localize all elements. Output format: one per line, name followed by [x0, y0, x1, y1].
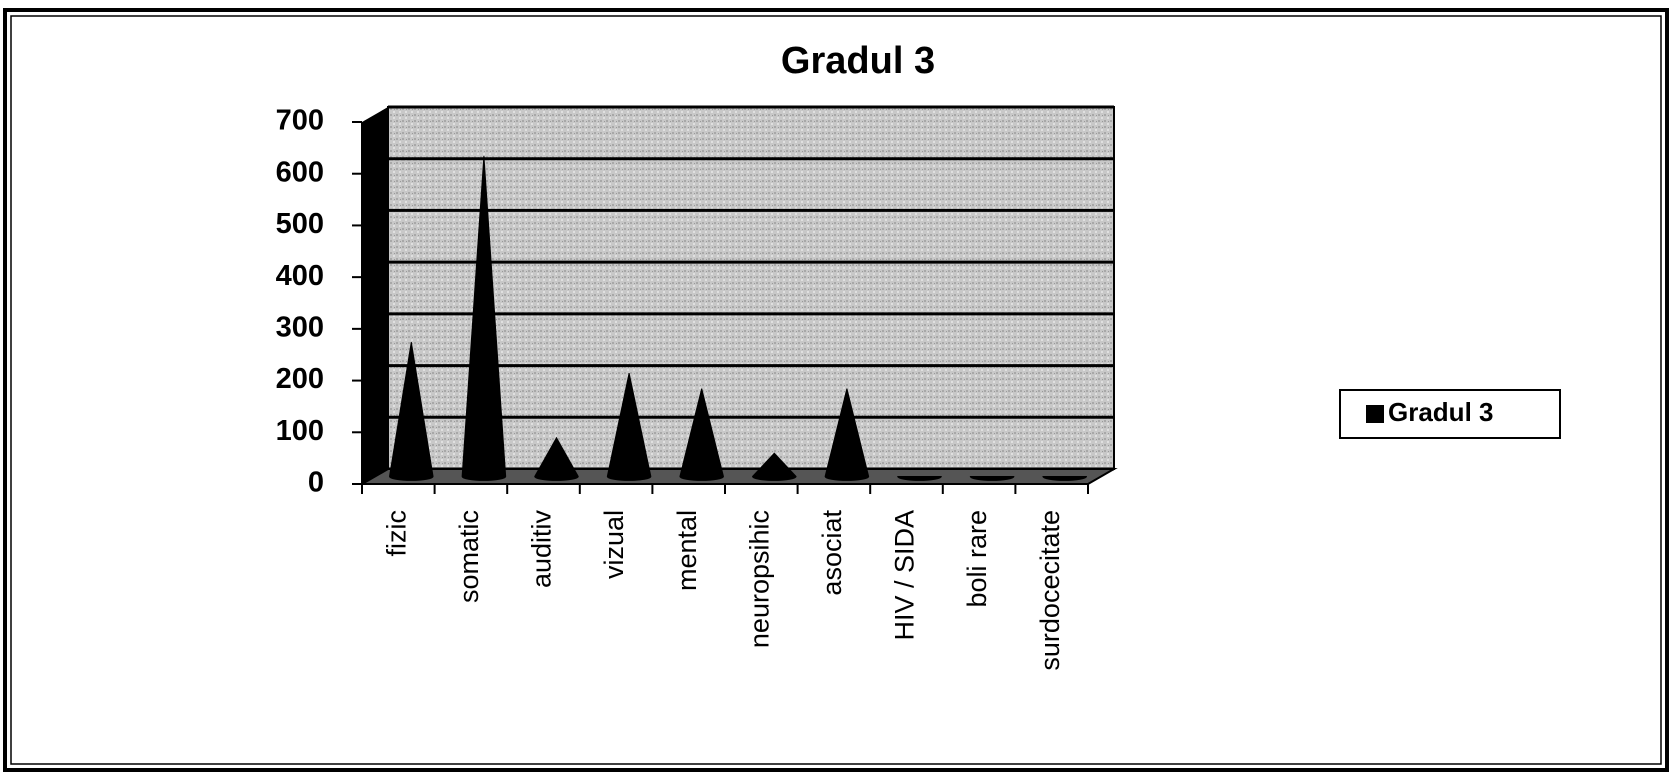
y-tick-label: 0 [308, 467, 324, 499]
cone [534, 436, 579, 481]
chart-title: Gradul 3 [781, 40, 935, 82]
cone [897, 476, 942, 481]
y-tick-label: 300 [276, 312, 324, 344]
cone [606, 372, 652, 481]
cone [969, 476, 1015, 481]
cone [752, 452, 797, 481]
y-tick-label: 400 [276, 260, 324, 292]
y-tick-label: 500 [276, 208, 324, 240]
cone [679, 388, 724, 481]
x-tick-label: HIV / SIDA [890, 510, 920, 641]
frame-inner [10, 15, 1662, 765]
cone [461, 155, 507, 481]
x-tick-label: mental [672, 510, 702, 591]
x-tick-label: vizual [599, 510, 629, 579]
x-tick-label: somatic [454, 510, 484, 603]
x-tick-label: neuropsihic [744, 510, 774, 648]
legend-swatch [1366, 405, 1384, 423]
y-tick-label: 700 [276, 105, 324, 137]
y-tick-label: 600 [276, 156, 324, 188]
x-tick-label: asociat [817, 510, 847, 596]
x-tick-label: surdocecitate [1035, 510, 1065, 671]
x-tick-label: boli rare [962, 510, 992, 608]
cone [824, 388, 870, 481]
side-wall [362, 107, 388, 484]
frame [3, 8, 1669, 772]
x-tick-label: fizic [381, 510, 411, 557]
y-tick-label: 100 [276, 415, 324, 447]
cone [1042, 476, 1087, 481]
back-wall [387, 106, 1115, 470]
legend-label: Gradul 3 [1388, 397, 1493, 427]
y-tick-label: 200 [276, 363, 324, 395]
x-tick-label: auditiv [527, 510, 557, 589]
cone [389, 341, 434, 481]
